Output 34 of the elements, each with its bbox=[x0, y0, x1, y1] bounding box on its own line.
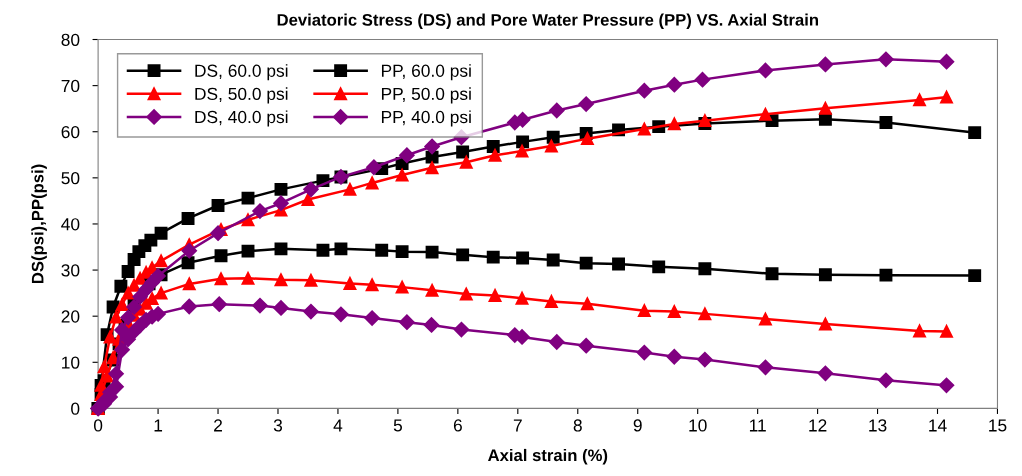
x-tick-label: 13 bbox=[869, 419, 887, 432]
x-tick-label: 7 bbox=[513, 419, 522, 432]
x-tick-label: 11 bbox=[749, 419, 766, 432]
y-tick-label: 30 bbox=[61, 264, 80, 277]
legend-label: DS, 60.0 psi bbox=[195, 64, 288, 81]
legend-label: PP, 60.0 psi bbox=[381, 64, 471, 81]
x-tick-label: 6 bbox=[453, 419, 462, 432]
y-tick-label: 70 bbox=[61, 79, 80, 93]
x-tick-label: 9 bbox=[633, 419, 642, 432]
legend-label: DS, 50.0 psi bbox=[195, 87, 288, 104]
x-tick-label: 2 bbox=[214, 419, 222, 432]
chart-title: Deviatoric Stress (DS) and Pore Water Pressure (PP) VS. Axial Strain bbox=[277, 13, 818, 30]
y-axis-title: DS(psi),PP(psi) bbox=[31, 164, 47, 284]
x-tick-label: 14 bbox=[929, 419, 947, 432]
y-tick-label: 20 bbox=[61, 310, 80, 323]
x-tick-label: 10 bbox=[689, 419, 707, 432]
y-tick-label: 0 bbox=[71, 402, 80, 415]
y-tick-label: 40 bbox=[61, 218, 80, 231]
x-tick-label: 0 bbox=[93, 419, 103, 432]
legend-label: PP, 40.0 psi bbox=[381, 110, 471, 127]
y-tick-label: 10 bbox=[62, 356, 80, 369]
x-axis-title: Axial strain (%) bbox=[488, 448, 608, 465]
x-tick-label: 3 bbox=[273, 419, 283, 432]
x-tick-label: 4 bbox=[333, 419, 343, 432]
x-tick-label: 15 bbox=[989, 419, 1007, 432]
legend-label: DS, 40.0 psi bbox=[195, 110, 288, 127]
x-tick-label: 5 bbox=[393, 419, 402, 432]
legend-label: PP, 50.0 psi bbox=[381, 87, 471, 104]
y-tick-label: 60 bbox=[61, 125, 80, 139]
y-tick-label: 80 bbox=[61, 33, 80, 46]
x-tick-label: 1 bbox=[154, 419, 163, 432]
x-tick-label: 12 bbox=[809, 419, 827, 432]
x-tick-label: 8 bbox=[573, 419, 582, 432]
y-tick-label: 50 bbox=[61, 172, 80, 185]
